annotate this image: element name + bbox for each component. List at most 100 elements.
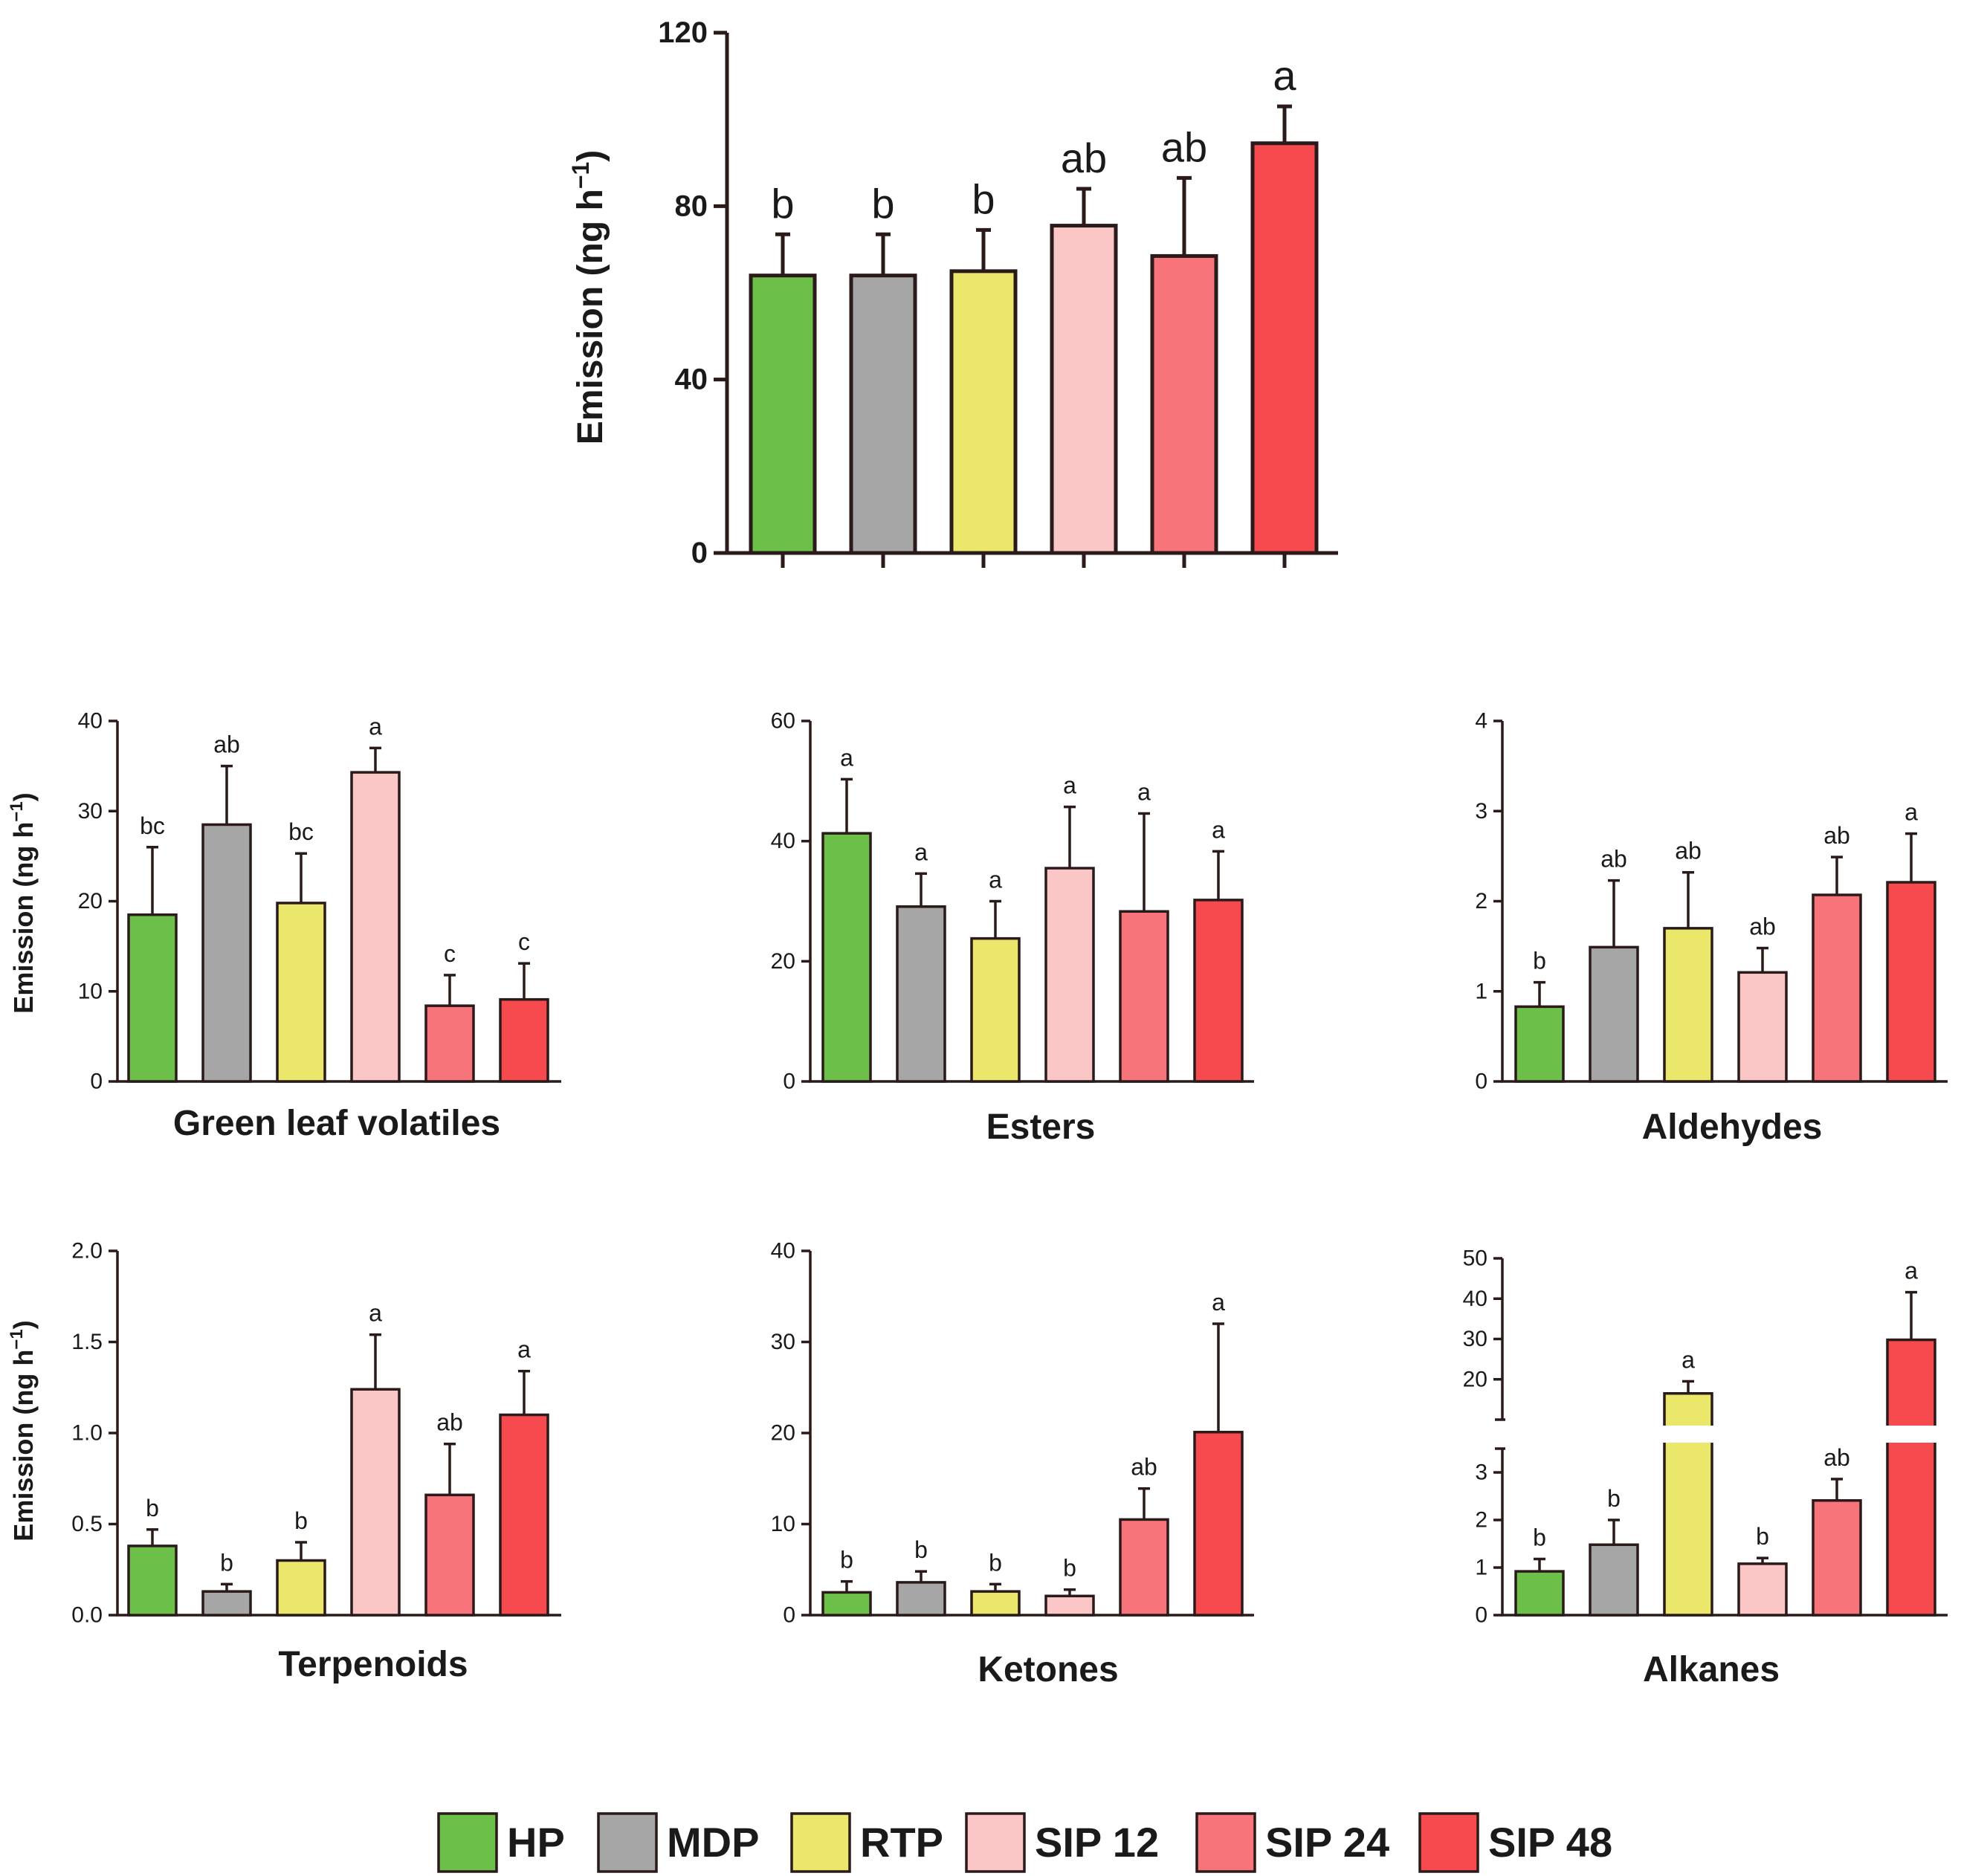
- bar: [350, 771, 401, 1083]
- bar: [1737, 971, 1788, 1083]
- significance-letter: b: [914, 1536, 928, 1563]
- significance-letter: a: [1905, 1258, 1918, 1284]
- bar-break-gap: [1660, 1426, 1716, 1443]
- significance-letter: ab: [1675, 838, 1702, 864]
- y-tick-label: 40: [771, 829, 795, 853]
- y-tick-label: 4: [1475, 709, 1487, 734]
- y-tick-label: 40: [675, 363, 708, 396]
- significance-letter: b: [1533, 948, 1546, 974]
- legend-label: RTP: [860, 1819, 943, 1866]
- bar: [350, 1388, 401, 1617]
- legend-swatch: [965, 1812, 1026, 1873]
- legend-swatch: [1418, 1812, 1479, 1873]
- y-axis-label-text: Emission (ng h: [571, 189, 610, 444]
- y-tick-label: 20: [78, 889, 103, 913]
- bar: [424, 1004, 475, 1083]
- bar: [499, 1413, 549, 1617]
- y-axis-label: Emission (ng h−1): [7, 1320, 39, 1541]
- panel-title-glv: Green leaf volatiles: [173, 1104, 500, 1143]
- significance-letter: b: [220, 1549, 233, 1576]
- bar: [1119, 1518, 1169, 1617]
- y-axis-label-close: ): [8, 792, 39, 801]
- significance-letter: ab: [1061, 135, 1107, 181]
- y-tick-label: 3: [1475, 1461, 1487, 1485]
- significance-letter: b: [294, 1507, 308, 1534]
- significance-letter: b: [972, 175, 995, 222]
- bar: [1514, 1570, 1565, 1617]
- y-axis-label-text: Emission (ng h: [8, 822, 39, 1014]
- y-tick-label: 2: [1475, 889, 1487, 913]
- significance-letter: a: [1905, 799, 1918, 826]
- bar: [1150, 253, 1218, 555]
- legend-label: SIP 24: [1265, 1819, 1389, 1866]
- bar: [749, 274, 817, 555]
- significance-letter: ab: [1600, 846, 1627, 873]
- significance-letter: b: [1607, 1485, 1621, 1512]
- panel-title-esters: Esters: [986, 1107, 1096, 1147]
- y-tick-label: 40: [78, 709, 103, 734]
- bar: [821, 1591, 872, 1617]
- chart-aldehydes: 0 1 2 3 4 b ab ab ab ab a Aldehydes: [1475, 709, 1948, 1147]
- panel-title-ketones: Ketones: [978, 1650, 1118, 1689]
- legend-label: MDP: [667, 1819, 759, 1866]
- bar: [1737, 1562, 1788, 1617]
- bar: [1193, 899, 1244, 1083]
- bar: [1812, 893, 1862, 1083]
- chart-terpenoids: 0.0 0.5 1.0 1.5 2.0 b b b a ab a Emission (ng h−1) T…: [7, 1239, 561, 1684]
- significance-letter: a: [989, 867, 1002, 893]
- bar: [276, 1559, 326, 1617]
- y-axis-label-close: ): [8, 1320, 39, 1329]
- y-tick-label: 40: [1463, 1287, 1487, 1311]
- chart-glv: 0 10 20 30 40 bc ab bc a c c Emission (ng h−1) Green…: [7, 709, 561, 1143]
- y-tick-label: 60: [771, 709, 795, 734]
- significance-letter: c: [444, 940, 456, 967]
- significance-letter: b: [1533, 1524, 1546, 1550]
- y-tick-label: 2: [1475, 1508, 1487, 1533]
- y-tick-label: 1.5: [71, 1330, 103, 1354]
- y-tick-label: 0: [691, 537, 708, 569]
- legend: HP MDP RTP SIP 12 SIP 24 SIP 48: [437, 1812, 1612, 1873]
- y-tick-label: 10: [78, 979, 103, 1003]
- bar: [849, 274, 917, 555]
- bar: [201, 823, 252, 1083]
- panel-title-alkanes: Alkanes: [1643, 1650, 1780, 1689]
- significance-letter: a: [369, 1300, 382, 1327]
- y-axis-label-sup: −1: [567, 162, 594, 189]
- legend-swatch: [437, 1812, 498, 1873]
- legend-swatch: [1195, 1812, 1256, 1873]
- y-axis-label-close: ): [571, 150, 610, 162]
- bar: [1886, 1338, 1936, 1617]
- bar: [1589, 945, 1639, 1083]
- y-tick-label: 10: [771, 1512, 795, 1536]
- significance-letter: a: [1137, 778, 1151, 805]
- y-tick-label: 20: [1463, 1367, 1487, 1391]
- bar: [821, 832, 872, 1083]
- significance-letter: ab: [213, 731, 240, 758]
- bar: [127, 913, 178, 1083]
- significance-letter: b: [1063, 1555, 1076, 1582]
- significance-letter: a: [1212, 816, 1225, 843]
- y-tick-label: 20: [771, 949, 795, 974]
- bar: [1663, 927, 1713, 1083]
- bar: [276, 902, 326, 1083]
- significance-letter: a: [517, 1336, 531, 1363]
- bar: [1514, 1005, 1565, 1083]
- panel-title-terpenoids: Terpenoids: [278, 1645, 468, 1684]
- bar: [424, 1493, 475, 1617]
- bar: [1044, 1594, 1095, 1617]
- significance-letter: a: [1063, 772, 1076, 799]
- significance-letter: a: [369, 713, 382, 740]
- bar: [1050, 224, 1118, 555]
- significance-letter: a: [1212, 1289, 1225, 1316]
- legend-label: SIP 48: [1488, 1819, 1612, 1866]
- y-tick-label: 0: [783, 1070, 795, 1094]
- legend-swatch: [790, 1812, 851, 1873]
- significance-letter: b: [840, 1547, 853, 1573]
- significance-letter: b: [771, 180, 794, 227]
- significance-letter: a: [1681, 1346, 1695, 1373]
- y-tick-label: 1: [1475, 1556, 1487, 1580]
- bar: [1193, 1431, 1244, 1617]
- bar-break-gap: [1883, 1426, 1939, 1443]
